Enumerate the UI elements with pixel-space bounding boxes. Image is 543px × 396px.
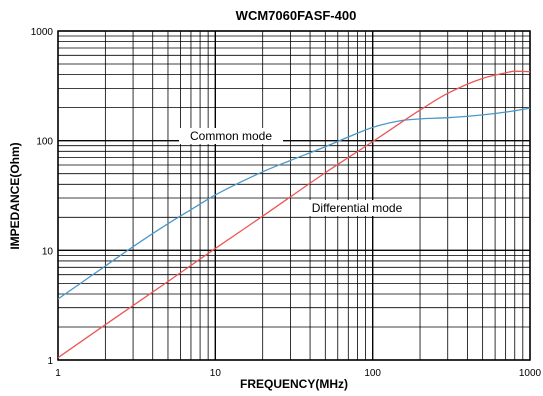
annotation-differential-mode: Differential mode <box>312 201 403 215</box>
y-tick-label: 100 <box>36 137 53 148</box>
annotation-common-mode-bg <box>179 128 283 144</box>
plot-grid <box>57 30 531 361</box>
x-tick-label: 1 <box>55 368 61 379</box>
tick-labels: 1 10 100 1000 1 10 100 1000 <box>31 27 542 379</box>
chart-title: WCM7060FASF-400 <box>236 8 357 23</box>
y-tick-label: 1000 <box>31 27 54 38</box>
y-axis-label: IMPEDANCE(Ohm) <box>8 142 22 249</box>
y-tick-label: 10 <box>42 246 54 257</box>
annotation-common-mode: Common mode <box>190 129 272 143</box>
y-tick-label: 1 <box>47 356 53 367</box>
series-line-common-mode <box>57 107 531 300</box>
annotation-differential-mode-bg <box>298 200 416 216</box>
x-tick-label: 1000 <box>519 368 542 379</box>
annotations: Common mode Differential mode <box>179 128 416 216</box>
series-group <box>57 70 531 359</box>
x-axis-label: FREQUENCY(MHz) <box>240 377 348 391</box>
x-tick-label: 100 <box>364 368 381 379</box>
x-tick-label: 10 <box>210 368 222 379</box>
series-line-differential-mode <box>57 70 531 359</box>
plot-frame <box>57 30 531 361</box>
